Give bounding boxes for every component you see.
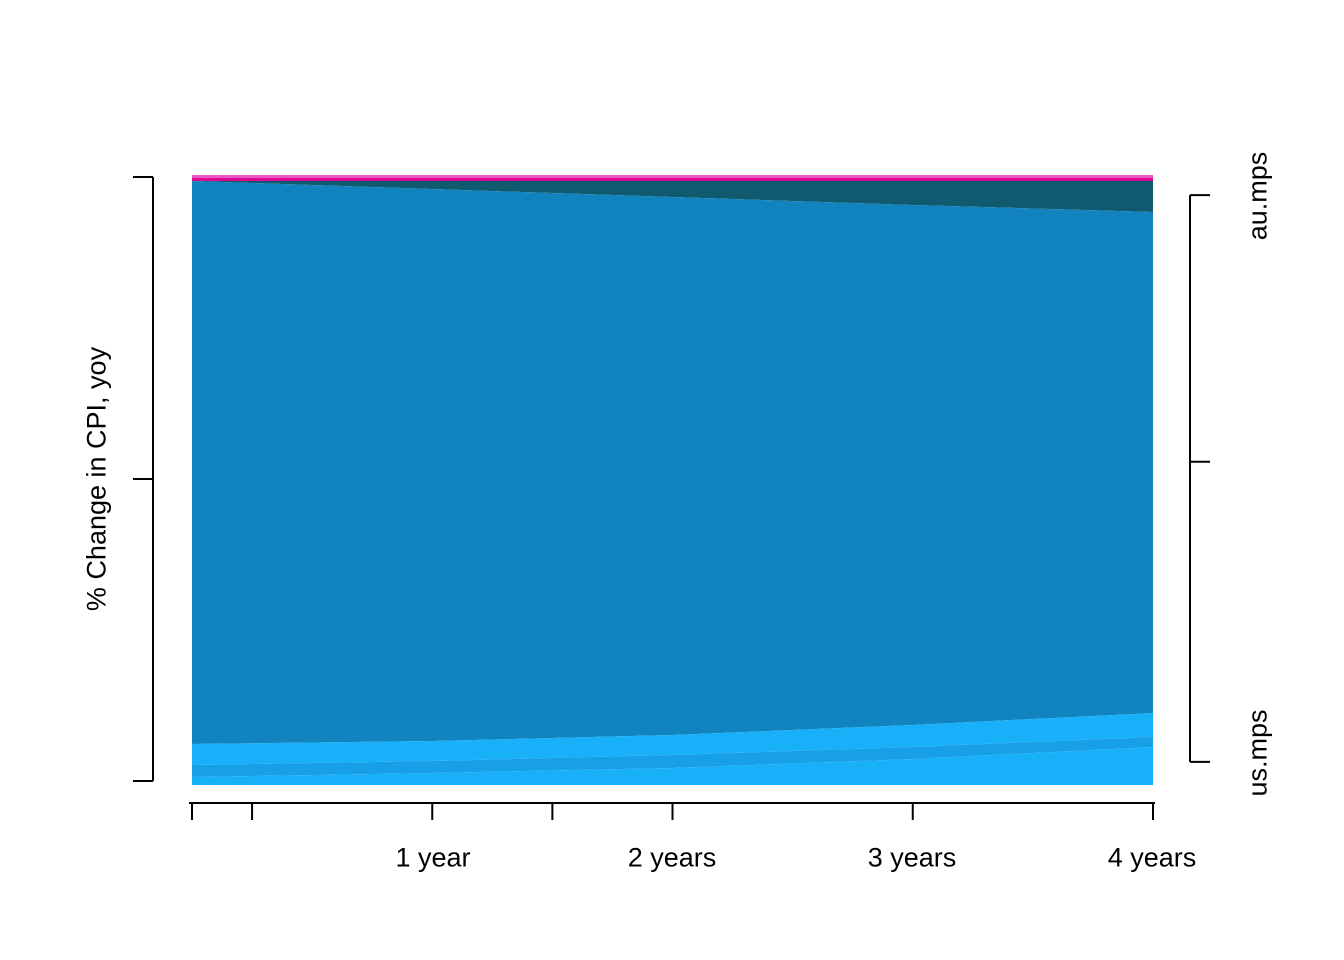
area-band-5 <box>192 713 1153 765</box>
x-tick-label-4-years: 4 years <box>1107 842 1197 873</box>
area-band-4 <box>192 180 1153 745</box>
x-tick-label-2-years: 2 years <box>627 842 717 873</box>
right-axis-label-au-mps: au.mps <box>1242 151 1273 241</box>
y-axis-title: % Change in CPI, yoy <box>81 346 112 612</box>
right-axis-label-us-mps: us.mps <box>1242 709 1273 797</box>
area-band-2 <box>192 177 1153 181</box>
area-band-6 <box>192 736 1153 778</box>
x-tick-label-3-years: 3 years <box>867 842 957 873</box>
area-band-7-us-mps <box>192 746 1153 785</box>
x-tick-label-1-year: 1 year <box>395 842 471 873</box>
area-band-1 <box>192 175 1153 178</box>
area-band-3-au-mps <box>192 180 1153 213</box>
